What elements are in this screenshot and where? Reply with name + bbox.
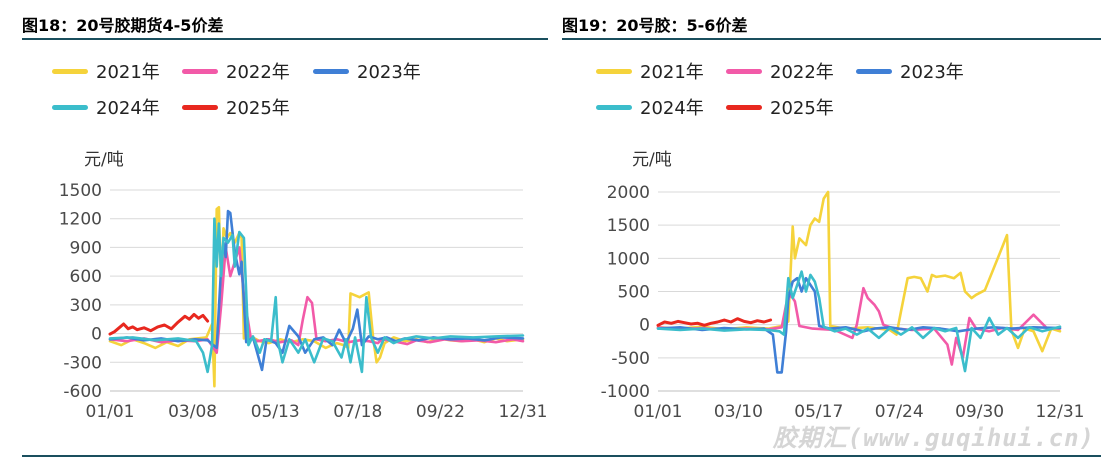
legend-item-2023: 2023年 bbox=[856, 58, 964, 84]
series-line-2024 bbox=[108, 217, 525, 374]
legend-label-2025: 2025年 bbox=[770, 98, 834, 119]
legend-label-2022: 2022年 bbox=[770, 62, 834, 83]
y-tick-label: 1500 bbox=[59, 181, 102, 201]
y-axis-unit: 元/吨 bbox=[84, 150, 124, 170]
title-rule bbox=[562, 38, 1101, 40]
y-tick-label: 600 bbox=[70, 267, 102, 287]
bottom-rule bbox=[22, 455, 1101, 457]
y-tick-label: 0 bbox=[91, 325, 102, 345]
legend-swatch-2025 bbox=[726, 104, 762, 110]
y-tick-label: 1200 bbox=[59, 210, 102, 230]
legend-item-2021: 2021年 bbox=[52, 58, 160, 84]
series-line-2023 bbox=[108, 209, 525, 372]
legend-label-2021: 2021年 bbox=[640, 62, 704, 83]
legend-swatch-2023 bbox=[856, 68, 892, 74]
x-tick-label: 09/22 bbox=[416, 402, 465, 422]
series-line-2025 bbox=[656, 317, 773, 327]
watermark: 胶期汇(www.guqihui.cn) bbox=[772, 424, 1095, 452]
x-tick-label: 01/01 bbox=[86, 402, 135, 422]
legend-item-2024: 2024年 bbox=[52, 94, 160, 120]
legend-swatch-2024 bbox=[52, 104, 88, 110]
y-tick-label: 1500 bbox=[607, 216, 650, 236]
title-rule bbox=[22, 38, 548, 40]
x-tick-label: 09/30 bbox=[955, 402, 1004, 422]
legend-label-2021: 2021年 bbox=[96, 62, 160, 83]
legend-swatch-2022 bbox=[182, 68, 218, 74]
chart-panel-left: 图18：20号胶期货4-5价差 2021年 2022年 2023年 2024年 … bbox=[0, 0, 548, 461]
legend-label-2024: 2024年 bbox=[640, 98, 704, 119]
legend-swatch-2022 bbox=[726, 68, 762, 74]
series-line-2025 bbox=[108, 312, 210, 336]
x-tick-label: 12/31 bbox=[1036, 402, 1085, 422]
legend-item-2022: 2022年 bbox=[726, 58, 834, 84]
legend-swatch-2024 bbox=[596, 104, 632, 110]
y-tick-label: 300 bbox=[70, 296, 102, 316]
x-tick-label: 01/01 bbox=[634, 402, 683, 422]
y-tick-label: 1000 bbox=[607, 249, 650, 269]
legend-label-2023: 2023年 bbox=[357, 62, 421, 83]
legend-label-2023: 2023年 bbox=[900, 62, 964, 83]
y-tick-label: -1000 bbox=[601, 382, 650, 402]
legend-item-2021: 2021年 bbox=[596, 58, 704, 84]
y-axis-unit: 元/吨 bbox=[632, 150, 672, 170]
legend-item-2022: 2022年 bbox=[182, 58, 290, 84]
y-tick-label: -600 bbox=[63, 382, 102, 402]
x-tick-label: 03/08 bbox=[168, 402, 217, 422]
legend-swatch-2021 bbox=[52, 68, 88, 74]
legend-label-2022: 2022年 bbox=[226, 62, 290, 83]
y-tick-label: -500 bbox=[611, 349, 650, 369]
y-tick-label: 500 bbox=[618, 283, 650, 303]
y-tick-label: 2000 bbox=[607, 183, 650, 203]
legend-label-2024: 2024年 bbox=[96, 98, 160, 119]
legend-swatch-2023 bbox=[313, 68, 349, 74]
legend-item-2024: 2024年 bbox=[596, 94, 704, 120]
x-tick-label: 05/17 bbox=[794, 402, 843, 422]
chart-title: 图18：20号胶期货4-5价差 bbox=[22, 16, 224, 35]
x-tick-label: 07/24 bbox=[875, 402, 924, 422]
series-line-2024 bbox=[656, 270, 1062, 373]
chart-title: 图19：20号胶：5-6价差 bbox=[562, 16, 748, 35]
legend-item-2025: 2025年 bbox=[726, 94, 834, 120]
series-line-2022 bbox=[656, 286, 1062, 366]
series-line-2021 bbox=[656, 190, 1062, 353]
legend-label-2025: 2025年 bbox=[226, 98, 290, 119]
chart-panel-right: 图19：20号胶：5-6价差 2021年 2022年 2023年 2024年 2… bbox=[560, 0, 1111, 461]
x-tick-label: 12/31 bbox=[499, 402, 548, 422]
x-tick-label: 05/13 bbox=[251, 402, 300, 422]
y-tick-label: 900 bbox=[70, 238, 102, 258]
x-tick-label: 07/18 bbox=[333, 402, 382, 422]
x-tick-label: 03/10 bbox=[714, 402, 763, 422]
legend-item-2023: 2023年 bbox=[313, 58, 421, 84]
y-tick-label: 0 bbox=[639, 316, 650, 336]
legend-swatch-2025 bbox=[182, 104, 218, 110]
y-tick-label: -300 bbox=[63, 353, 102, 373]
legend-swatch-2021 bbox=[596, 68, 632, 74]
legend-item-2025: 2025年 bbox=[182, 94, 290, 120]
